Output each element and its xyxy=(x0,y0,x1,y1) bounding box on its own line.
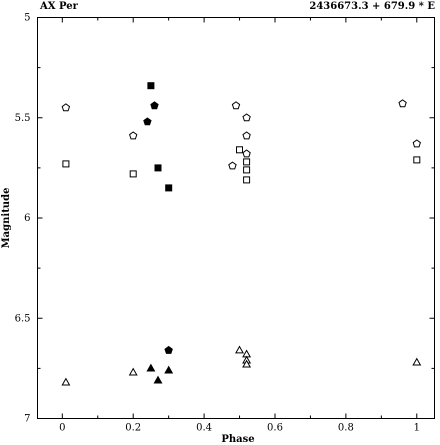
y-tick-label: 6.5 xyxy=(15,313,31,324)
data-points xyxy=(61,82,422,386)
x-tick-label: 1 xyxy=(414,423,420,434)
filled-pentagon-point xyxy=(143,117,152,126)
open-square-point xyxy=(243,166,251,174)
x-axis: 0 0.2 0.4 0.6 0.8 1 xyxy=(59,17,420,434)
open-triangle-point xyxy=(242,359,252,368)
open-square-point xyxy=(243,176,251,184)
open-pentagon-point xyxy=(242,149,251,158)
x-axis-label: Phase xyxy=(221,434,254,445)
open-pentagon-point xyxy=(412,139,421,148)
open-triangle-point xyxy=(412,357,422,366)
open-square-point xyxy=(413,156,421,164)
open-pentagon-point xyxy=(398,99,407,108)
open-triangle-point xyxy=(61,377,71,386)
open-pentagon-point xyxy=(228,161,237,170)
y-tick-label: 7 xyxy=(24,414,30,425)
open-pentagon-point xyxy=(231,101,241,110)
filled-triangle-point xyxy=(164,365,174,374)
star-name: AX Per xyxy=(39,1,79,12)
y-axis: 5 5.5 6 6.5 7 xyxy=(15,13,435,425)
x-tick-label: 0.8 xyxy=(338,423,354,434)
open-pentagon-point xyxy=(242,131,251,140)
filled-triangle-point xyxy=(153,375,163,384)
y-tick-label: 6 xyxy=(24,213,30,224)
open-pentagon-point xyxy=(129,131,138,140)
filled-square-point xyxy=(165,184,173,192)
open-pentagon-point xyxy=(61,103,71,112)
ephemeris-label: 2436673.3 + 679.9 * E xyxy=(309,1,435,12)
filled-square-point xyxy=(147,82,155,90)
y-axis-label: Magnitude xyxy=(1,188,12,249)
open-square-point xyxy=(129,170,137,178)
x-tick-label: 0.2 xyxy=(125,423,141,434)
open-square-point xyxy=(62,160,70,168)
open-square-point xyxy=(236,146,243,154)
x-tick-label: 0.6 xyxy=(267,423,283,434)
filled-pentagon-point xyxy=(150,101,159,110)
x-tick-label: 0.4 xyxy=(196,423,212,434)
filled-pentagon-point xyxy=(164,345,173,354)
filled-triangle-point xyxy=(146,363,156,372)
filled-square-point xyxy=(154,164,162,172)
x-tick-label: 0 xyxy=(59,423,65,434)
open-triangle-point xyxy=(235,345,244,354)
open-pentagon-point xyxy=(242,113,251,122)
plot-frame xyxy=(37,17,435,419)
open-square-point xyxy=(243,158,251,166)
y-tick-label: 5 xyxy=(24,13,30,24)
open-triangle-point xyxy=(128,367,138,376)
y-tick-label: 5.5 xyxy=(15,113,31,124)
